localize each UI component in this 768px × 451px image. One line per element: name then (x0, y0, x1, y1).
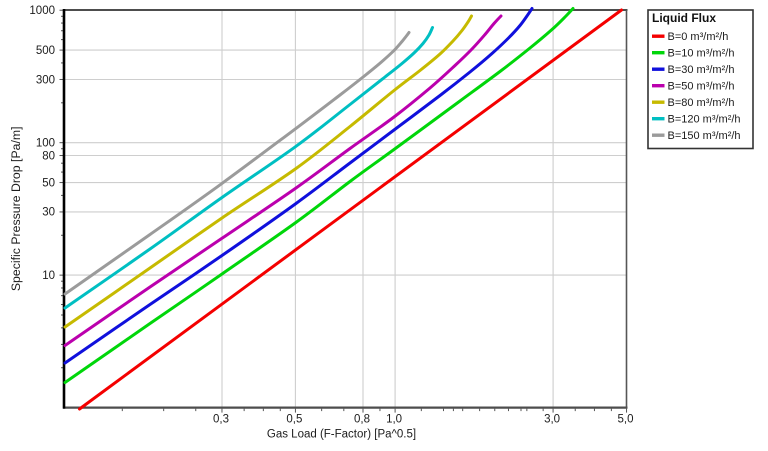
svg-text:1000: 1000 (29, 5, 55, 17)
svg-text:Gas Load (F-Factor) [Pa^0.5]: Gas Load (F-Factor) [Pa^0.5] (267, 429, 416, 441)
svg-text:Liquid Flux: Liquid Flux (652, 11, 716, 25)
svg-text:0,3: 0,3 (213, 414, 229, 426)
svg-text:B=0 m³/m²/h: B=0 m³/m²/h (668, 31, 729, 43)
svg-text:B=150 m³/m²/h: B=150 m³/m²/h (668, 130, 741, 142)
svg-text:0,8: 0,8 (354, 414, 370, 426)
svg-text:0,5: 0,5 (286, 414, 302, 426)
svg-text:B=30 m³/m²/h: B=30 m³/m²/h (668, 64, 735, 76)
svg-text:30: 30 (42, 207, 55, 219)
svg-text:3,0: 3,0 (544, 414, 560, 426)
svg-text:B=120 m³/m²/h: B=120 m³/m²/h (668, 114, 741, 126)
svg-text:1,0: 1,0 (386, 414, 402, 426)
svg-text:500: 500 (36, 45, 55, 57)
svg-text:10: 10 (42, 270, 55, 282)
svg-text:B=80 m³/m²/h: B=80 m³/m²/h (668, 97, 735, 109)
svg-text:Specific Pressure Drop [Pa/m]: Specific Pressure Drop [Pa/m] (9, 126, 23, 291)
svg-text:5,0: 5,0 (618, 414, 634, 426)
svg-text:B=10 m³/m²/h: B=10 m³/m²/h (668, 48, 735, 60)
svg-text:100: 100 (36, 138, 55, 150)
svg-text:B=50 m³/m²/h: B=50 m³/m²/h (668, 81, 735, 93)
svg-text:50: 50 (42, 177, 55, 189)
svg-text:300: 300 (36, 74, 55, 86)
svg-text:80: 80 (42, 150, 55, 162)
